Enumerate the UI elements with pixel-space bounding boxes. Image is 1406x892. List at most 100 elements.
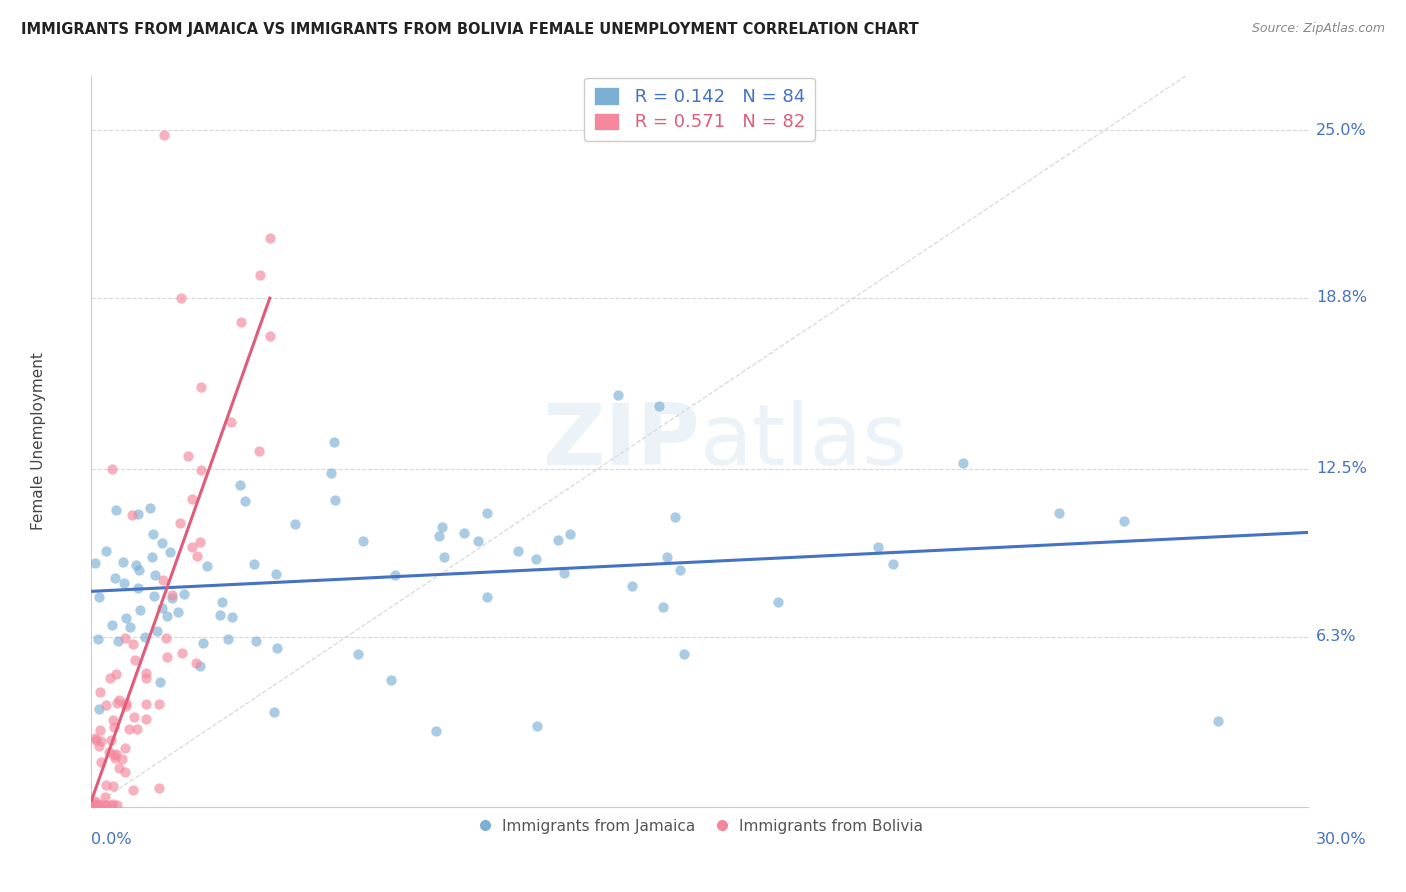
Point (323, 435, 346, 450)
Point (84, 797, 107, 812)
Point (245, 633, 267, 648)
Point (127, 581, 149, 595)
Point (1208, 714, 1230, 728)
Text: 30.0%: 30.0% (1316, 832, 1367, 847)
Point (112, 575, 135, 590)
Point (115, 696, 138, 710)
Point (427, 529, 450, 543)
Point (190, 463, 212, 477)
Point (347, 647, 370, 661)
Point (127, 507, 149, 521)
Point (124, 558, 146, 573)
Text: 25.0%: 25.0% (1316, 122, 1367, 137)
Point (664, 509, 686, 524)
Point (190, 380, 212, 394)
Point (107, 761, 129, 775)
Point (103, 713, 125, 727)
Point (233, 494, 256, 508)
Point (868, 540, 890, 554)
Point (166, 605, 188, 619)
Point (425, 724, 447, 739)
Point (112, 555, 135, 569)
Point (150, 600, 173, 615)
Point (655, 549, 678, 564)
Point (84, 796, 107, 810)
Point (101, 780, 124, 794)
Text: 0.0%: 0.0% (91, 832, 132, 847)
Point (94, 543, 117, 558)
Text: Source: ZipAtlas.com: Source: ZipAtlas.com (1251, 22, 1385, 36)
Point (134, 630, 156, 644)
Point (526, 552, 548, 566)
Point (135, 712, 157, 726)
Point (97, 745, 120, 759)
Point (766, 595, 789, 609)
Point (526, 719, 548, 733)
Point (169, 291, 191, 305)
Point (87, 739, 110, 754)
Point (108, 693, 131, 707)
Point (89, 797, 111, 812)
Point (104, 503, 127, 517)
Point (477, 590, 499, 604)
Point (553, 566, 575, 580)
Point (100, 797, 122, 812)
Point (193, 636, 215, 650)
Point (323, 492, 346, 507)
Point (104, 667, 127, 681)
Point (259, 231, 281, 245)
Point (352, 534, 374, 549)
Point (1047, 506, 1070, 520)
Point (94, 698, 117, 712)
Point (141, 550, 163, 565)
Point (87, 797, 110, 812)
Point (141, 527, 163, 541)
Point (668, 563, 690, 577)
Point (90, 734, 112, 748)
Point (181, 540, 204, 554)
Point (114, 740, 136, 755)
Point (90, 755, 112, 769)
Point (150, 536, 173, 550)
Text: Female Unemployment: Female Unemployment (31, 352, 46, 531)
Point (188, 535, 211, 549)
Point (155, 609, 177, 624)
Point (114, 611, 136, 625)
Point (118, 620, 141, 634)
Point (188, 658, 211, 673)
Point (84, 797, 107, 812)
Point (146, 624, 169, 638)
Point (87, 632, 110, 646)
Point (169, 516, 191, 530)
Point (100, 671, 122, 685)
Point (122, 710, 145, 724)
Point (177, 449, 200, 463)
Point (221, 609, 243, 624)
Point (148, 698, 170, 712)
Text: IMMIGRANTS FROM JAMAICA VS IMMIGRANTS FROM BOLIVIA FEMALE UNEMPLOYMENT CORRELATI: IMMIGRANTS FROM JAMAICA VS IMMIGRANTS FR… (21, 22, 920, 37)
Point (89, 723, 111, 737)
Point (84, 731, 107, 745)
Point (94, 790, 117, 805)
Point (380, 673, 402, 687)
Point (84, 557, 107, 571)
Point (100, 733, 122, 747)
Point (100, 461, 122, 475)
Point (149, 675, 172, 690)
Point (103, 747, 125, 762)
Point (96, 778, 118, 792)
Point (96, 797, 118, 812)
Point (153, 128, 176, 143)
Point (160, 591, 183, 606)
Point (547, 533, 569, 547)
Point (128, 563, 150, 577)
Point (121, 782, 143, 797)
Point (651, 600, 673, 615)
Point (84, 797, 107, 812)
Point (173, 587, 195, 601)
Point (433, 550, 456, 565)
Point (89, 684, 111, 698)
Point (139, 500, 162, 515)
Point (217, 632, 239, 647)
Point (558, 527, 581, 541)
